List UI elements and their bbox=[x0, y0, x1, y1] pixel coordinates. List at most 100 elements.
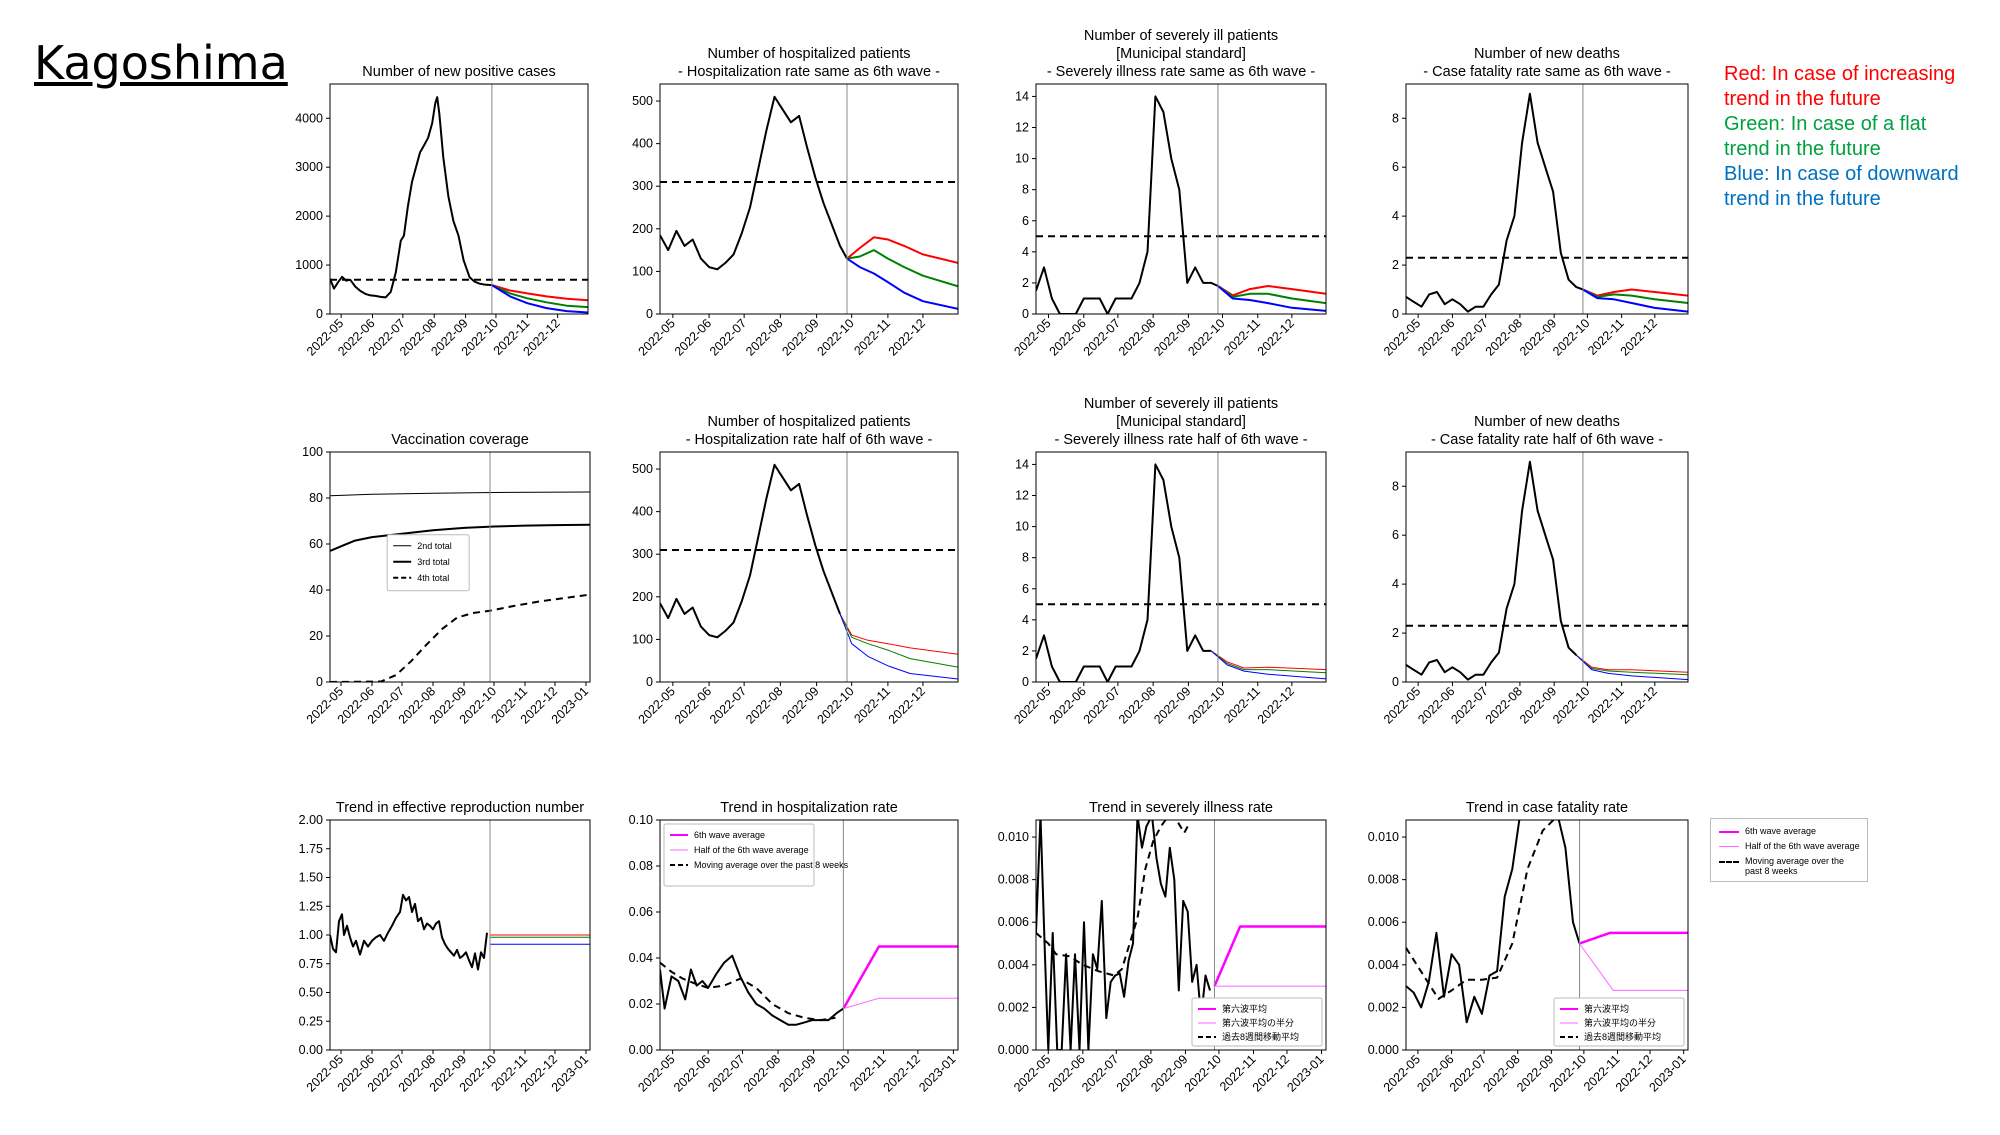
rate-legend-box: 6th wave average Half of the 6th wave av… bbox=[1710, 818, 1868, 882]
x-tick-label: 2022-08 bbox=[1483, 684, 1525, 726]
y-tick-label: 10 bbox=[1015, 152, 1029, 166]
chart-title: Number of hospitalized patients bbox=[707, 46, 910, 62]
legend-label: 第六波平均 bbox=[1222, 1003, 1267, 1014]
x-tick-label: 2022-05 bbox=[636, 684, 678, 726]
legend-label: 第六波平均の半分 bbox=[1222, 1017, 1294, 1028]
y-tick-label: 4 bbox=[1022, 245, 1029, 259]
chart-title: Trend in case fatality rate bbox=[1466, 800, 1628, 816]
chart-title: - Hospitalization rate half of 6th wave … bbox=[686, 432, 933, 448]
series-line bbox=[1213, 925, 1326, 987]
series-line bbox=[1406, 820, 1581, 1024]
plot-frame bbox=[659, 451, 959, 683]
y-tick-label: 0 bbox=[1392, 307, 1399, 321]
plot-frame bbox=[1405, 451, 1689, 683]
series-line bbox=[846, 257, 958, 310]
chart-severe-6th: Number of severely ill patients [Municipa… bbox=[976, 26, 1336, 399]
series-line bbox=[842, 945, 958, 1010]
chart-title: - Hospitalization rate same as 6th wave … bbox=[678, 64, 940, 80]
chart-svg: Number of severely ill patients [Municipa… bbox=[1011, 396, 1327, 727]
series-line bbox=[846, 236, 958, 264]
rate-legend-entry: Moving average over the past 8 weeks bbox=[1719, 856, 1855, 876]
y-tick-label: 12 bbox=[1015, 121, 1029, 135]
x-tick-label: 2022-07 bbox=[705, 1052, 747, 1094]
series-line bbox=[1575, 654, 1688, 681]
x-tick-label: 2022-06 bbox=[672, 316, 714, 358]
x-tick-label: 2022-09 bbox=[776, 1052, 818, 1094]
x-tick-label: 2022-09 bbox=[779, 684, 821, 726]
chart-deaths-6th: Number of new deaths - Case fatality rate… bbox=[1346, 44, 1698, 399]
x-tick-label: 2022-10 bbox=[1550, 684, 1592, 726]
rate-legend-entry: 6th wave average bbox=[1719, 826, 1816, 836]
x-tick-label: 2022-08 bbox=[1116, 316, 1158, 358]
legend-box bbox=[663, 823, 815, 887]
legend-box bbox=[386, 534, 470, 592]
y-tick-label: 300 bbox=[632, 179, 653, 193]
x-tick-label: 2022-11 bbox=[851, 316, 893, 358]
y-tick-label: 0.006 bbox=[998, 915, 1029, 929]
series-line bbox=[330, 593, 590, 682]
series-line bbox=[1036, 95, 1219, 314]
series-line bbox=[330, 523, 590, 552]
plot-area bbox=[660, 945, 958, 1026]
chart-title: Number of new positive cases bbox=[362, 64, 555, 80]
chart-svg: Number of new deaths - Case fatality rate… bbox=[1381, 414, 1689, 727]
x-tick-label: 2022-12 bbox=[1618, 684, 1660, 726]
chart-hospitalized-half: Number of hospitalized patients - Hospita… bbox=[600, 412, 968, 767]
chart-svg: Number of new deaths - Case fatality rate… bbox=[1381, 46, 1689, 359]
y-tick-label: 3000 bbox=[295, 160, 323, 174]
x-tick-label: 2022-08 bbox=[1483, 316, 1525, 358]
series-line bbox=[330, 96, 492, 299]
plot-frame bbox=[329, 83, 589, 315]
series-line bbox=[660, 95, 848, 271]
y-tick-label: 20 bbox=[309, 629, 323, 643]
y-tick-label: 12 bbox=[1015, 489, 1029, 503]
x-tick-label: 2022-09 bbox=[779, 316, 821, 358]
chart-svg: Trend in case fatality rate 0.000 0.002 0.0… bbox=[1368, 800, 1689, 1095]
plot-frame bbox=[329, 451, 591, 683]
x-tick-label: 2023-01 bbox=[1646, 1052, 1688, 1094]
scenario-legend-line: Red: In case of increasing bbox=[1724, 63, 1956, 85]
x-tick-label: 2022-05 bbox=[635, 1052, 677, 1094]
series-line bbox=[1210, 650, 1326, 671]
series-line bbox=[1036, 820, 1189, 977]
x-tick-label: 2022-07 bbox=[1448, 316, 1490, 358]
x-tick-label: 2022-11 bbox=[851, 684, 893, 726]
x-tick-label: 2022-09 bbox=[1151, 684, 1193, 726]
y-tick-label: 0.008 bbox=[998, 873, 1029, 887]
y-tick-label: 0.08 bbox=[629, 859, 653, 873]
y-tick-label: 1.25 bbox=[299, 899, 323, 913]
y-tick-label: 0 bbox=[1022, 675, 1029, 689]
legend-label: 過去8週間移動平均 bbox=[1222, 1031, 1299, 1042]
x-tick-label: 2022-05 bbox=[636, 316, 678, 358]
series-line bbox=[330, 893, 488, 971]
chart-reproduction-number: Trend in effective reproduction number 0.… bbox=[270, 798, 600, 1135]
legend-label: Moving average over the past 8 weeks bbox=[694, 860, 849, 870]
chart-severe-half: Number of severely ill patients [Municipa… bbox=[976, 394, 1336, 767]
y-tick-label: 0.00 bbox=[299, 1043, 323, 1057]
series-line bbox=[1575, 654, 1688, 673]
scenario-legend-line: trend in the future bbox=[1724, 88, 1881, 110]
x-tick-label: 2022-12 bbox=[886, 316, 928, 358]
chart-new-positive-cases: Number of new positive cases 0 1000 2000 300… bbox=[270, 62, 598, 399]
y-tick-label: 0.02 bbox=[629, 997, 653, 1011]
x-tick-label: 2022-05 bbox=[1381, 684, 1423, 726]
y-tick-label: 1.75 bbox=[299, 842, 323, 856]
plot-area bbox=[660, 463, 958, 680]
legend-label: 第六波平均の半分 bbox=[1584, 1017, 1656, 1028]
legend-swatch bbox=[1719, 846, 1739, 847]
x-tick-label: 2022-06 bbox=[1047, 316, 1089, 358]
x-tick-label: 2022-07 bbox=[707, 684, 749, 726]
series-line bbox=[660, 463, 841, 639]
y-tick-label: 2 bbox=[1022, 276, 1029, 290]
y-tick-label: 0.50 bbox=[299, 986, 323, 1000]
chart-title: Vaccination coverage bbox=[391, 432, 529, 448]
x-tick-label: 2022-12 bbox=[1250, 1052, 1292, 1094]
chart-title: Number of severely ill patients bbox=[1084, 28, 1278, 44]
y-tick-label: 0 bbox=[646, 675, 653, 689]
legend-label: 4th total bbox=[417, 573, 449, 583]
x-tick-label: 2022-07 bbox=[1079, 1052, 1121, 1094]
x-tick-label: 2022-05 bbox=[1011, 316, 1053, 358]
legend-label: 過去8週間移動平均 bbox=[1584, 1031, 1661, 1042]
series-line bbox=[843, 997, 958, 1010]
y-tick-label: 100 bbox=[632, 264, 653, 278]
